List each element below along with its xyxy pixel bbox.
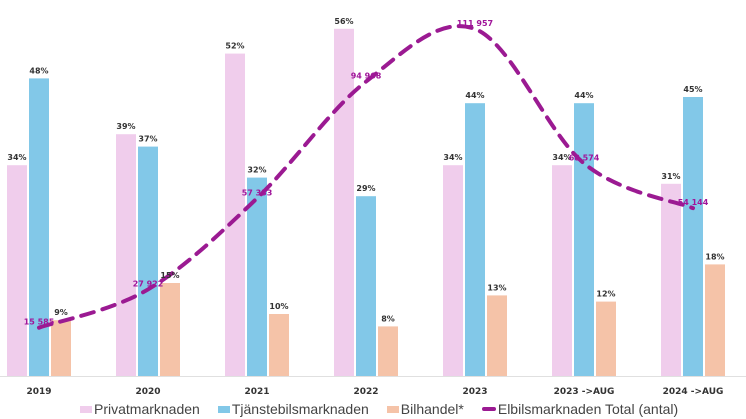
x-tick-label: 2023 <box>462 387 487 397</box>
x-tick-label: 2019 <box>26 387 51 397</box>
bar-data-label: 10% <box>269 302 288 311</box>
bar-data-label: 9% <box>54 308 68 317</box>
line-data-label: 57 333 <box>242 188 273 197</box>
bar-data-label: 32% <box>247 166 266 175</box>
legend-swatch <box>217 405 230 413</box>
bar-privatmarknaden <box>334 28 354 377</box>
bar-privatmarknaden <box>443 165 463 376</box>
bar-data-label: 56% <box>334 17 353 26</box>
line-data-label: 54 144 <box>678 198 709 207</box>
legend-item-privat[interactable]: Privatmarknaden <box>80 401 200 417</box>
line-data-label: 94 968 <box>351 72 382 81</box>
bar-tj-nstebilsmarknaden <box>138 146 158 376</box>
bar-data-label: 18% <box>705 252 724 261</box>
bar-tj-nstebilsmarknaden <box>465 103 485 376</box>
x-tick-label: 2022 <box>353 387 378 397</box>
legend-label: Bilhandel* <box>400 401 464 417</box>
bar-data-label: 34% <box>443 153 462 162</box>
line-data-label: 27 922 <box>133 279 164 288</box>
legend-swatch <box>481 407 496 411</box>
bar-privatmarknaden <box>7 165 27 376</box>
bar-data-label: 44% <box>574 91 593 100</box>
bar-privatmarknaden <box>552 165 572 376</box>
legend-label: Elbilsmarknaden Total (antal) <box>497 401 679 417</box>
bar-bilhandel- <box>160 283 180 376</box>
bar-tj-nstebilsmarknaden <box>247 177 267 376</box>
legend-item-elbil-total[interactable]: Elbilsmarknaden Total (antal) <box>481 401 679 417</box>
bar-bilhandel- <box>487 295 507 376</box>
x-tick-label: 2021 <box>244 387 269 397</box>
bar-data-label: 34% <box>552 153 571 162</box>
bar-data-label: 34% <box>7 153 26 162</box>
bar-data-label: 52% <box>225 42 244 51</box>
bar-bilhandel- <box>705 264 725 376</box>
bar-bilhandel- <box>378 326 398 376</box>
legend-item-bilhandel[interactable]: Bilhandel* <box>386 401 464 417</box>
bar-tj-nstebilsmarknaden <box>683 97 703 376</box>
bar-data-label: 31% <box>661 172 680 181</box>
x-tick-label: 2020 <box>135 387 160 397</box>
bar-tj-nstebilsmarknaden <box>574 103 594 376</box>
bar-data-label: 29% <box>356 184 375 193</box>
bar-tj-nstebilsmarknaden <box>356 196 376 376</box>
chart: 34% 48% 9% 2019 39%37% 15% 2020 52% 32% 10% 2021 56… <box>0 17 746 397</box>
legend-label: Privatmarknaden <box>94 401 200 417</box>
bar-bilhandel- <box>51 320 71 376</box>
bar-data-label: 15% <box>160 271 179 280</box>
x-tick-label: 2023 ->AUG <box>554 387 615 397</box>
bar-data-label: 39% <box>116 122 135 131</box>
bar-data-label: 13% <box>487 283 506 292</box>
bar-bilhandel- <box>269 314 289 376</box>
x-tick-label: 2024 ->AUG <box>663 387 724 397</box>
bar-privatmarknaden <box>661 183 681 376</box>
bar-data-label: 12% <box>596 290 615 299</box>
line-data-label: 15 585 <box>24 318 55 327</box>
bar-data-label: 44% <box>465 91 484 100</box>
bar-data-label: 48% <box>29 66 48 75</box>
legend-label: Tjänstebilsmarknaden <box>231 401 369 417</box>
bar-data-label: 45% <box>683 85 702 94</box>
line-data-label: 111 957 <box>457 19 493 28</box>
bar-bilhandel- <box>596 301 616 376</box>
bar-privatmarknaden <box>116 134 136 376</box>
bar-privatmarknaden <box>225 53 245 376</box>
legend: Privatmarknaden Tjänstebilsmarknaden Bil… <box>80 401 678 417</box>
bar-tj-nstebilsmarknaden <box>29 78 49 377</box>
bar-data-label: 37% <box>138 135 157 144</box>
legend-item-tjanstebil[interactable]: Tjänstebilsmarknaden <box>217 401 369 417</box>
bar-data-label: 8% <box>381 314 395 323</box>
line-data-label: 68 574 <box>569 153 600 162</box>
legend-swatch <box>80 405 92 413</box>
legend-swatch <box>386 405 399 413</box>
line-elbil-total <box>37 24 695 330</box>
